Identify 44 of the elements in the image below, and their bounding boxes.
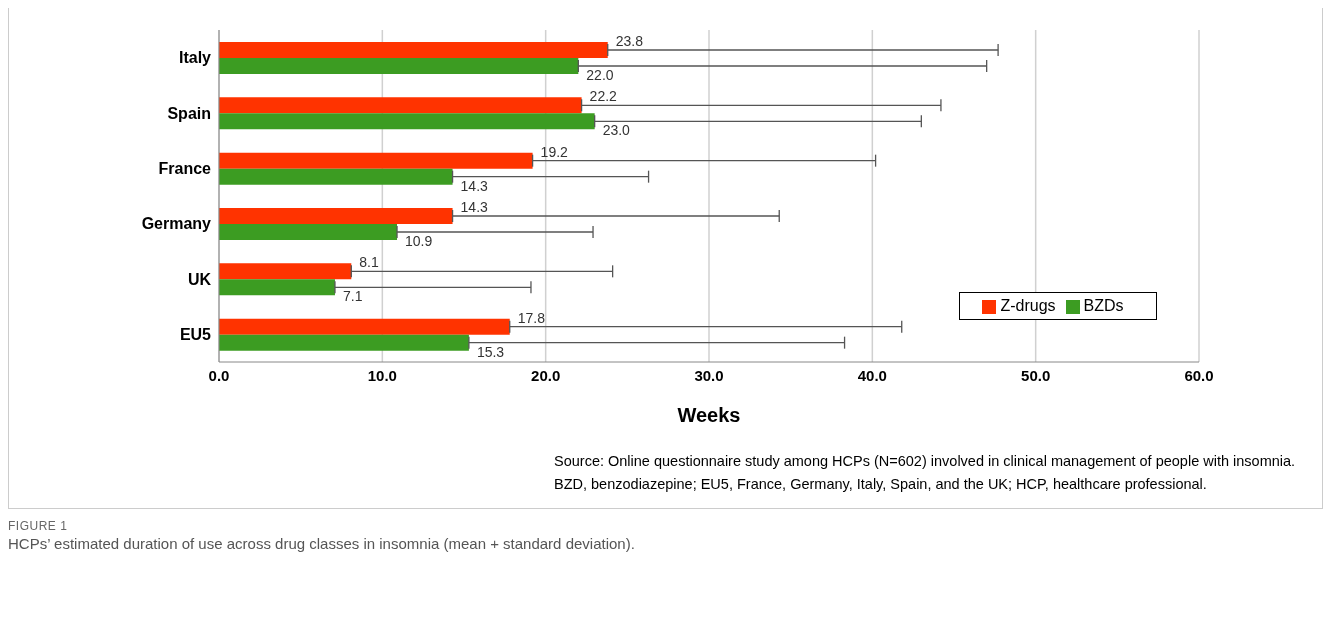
bar [219,334,469,351]
x-tick-label: 10.0 [367,366,397,384]
y-tick-label: Spain [167,104,211,122]
data-label: 22.0 [586,66,614,83]
bar [219,208,453,224]
legend-label: Z-drugs [1000,297,1056,314]
bar [219,42,608,58]
data-label: 14.3 [460,177,489,194]
y-tick-label: Italy [178,49,212,67]
legend-label: BZDs [1083,297,1124,314]
x-tick-label: 50.0 [1021,366,1051,384]
y-tick-label: Germany [141,215,212,233]
text: BZD, benzodiazepine; EU5, France, Germany, Italy, Spain, and the UK; HCP, healthcare professional. [554,475,1208,494]
data-label: 14.3 [460,198,489,215]
x-tick-label: 20.0 [531,366,561,384]
bar [219,113,595,130]
data-label: 23.0 [602,122,631,139]
source-note: Source: Online questionnaire study among HCPs (N=602) involved in clinical management of people with insomnia. [554,452,1297,471]
bar [219,318,510,335]
text: HCPs’ estimated duration of use across drug classes in insomnia (mean + standard deviation). [8,535,636,552]
data-label: 10.9 [405,232,433,249]
y-tick-label: EU5 [179,326,212,344]
data-label: 8.1 [359,254,379,271]
data-label: 22.2 [589,88,618,105]
bar [219,168,453,185]
x-tick-label: 60.0 [1184,366,1214,384]
bar [219,97,582,114]
bar [219,58,579,74]
data-label: 15.3 [476,343,505,360]
data-label: 17.8 [517,309,546,326]
bar [219,263,352,280]
x-tick-label: 30.0 [694,366,724,384]
data-label: 7.1 [342,288,363,305]
caption: FIGURE 1 [8,519,69,533]
data-label: 23.8 [615,32,644,49]
x-axis-title: Weeks [677,404,741,426]
x-tick-label: 40.0 [857,366,887,384]
bar [219,224,398,240]
x-tick-label: 0.0 [208,366,230,384]
bar [219,152,533,169]
y-tick-label: France [158,160,212,178]
bar [219,279,335,296]
y-tick-label: UK [187,270,212,288]
data-label: 19.2 [540,143,569,160]
